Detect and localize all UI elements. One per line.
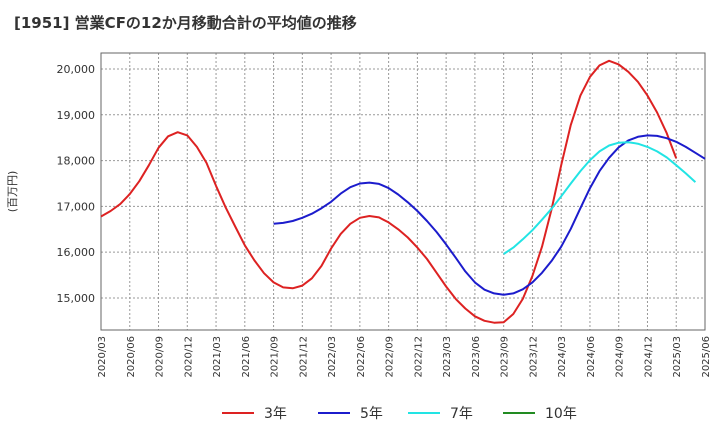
x-tick-label: 2021/12 [298, 336, 309, 378]
x-tick-label: 2020/12 [183, 336, 194, 378]
y-axis: 15,000 16,000 17,000 18,000 19,000 20,000 [57, 63, 96, 305]
x-tick-label: 2024/06 [586, 336, 597, 378]
legend-label: 3年 [264, 406, 287, 422]
chart-title: [1951] 営業CFの12か月移動合計の平均値の推移 [14, 14, 357, 32]
x-axis: 2020/03 2020/06 2020/09 2020/12 2021/03 2021/… [97, 336, 712, 378]
y-tick-label: 15,000 [57, 292, 96, 305]
legend-label: 10年 [545, 406, 577, 422]
x-tick-label: 2023/12 [528, 336, 539, 378]
series-line-2 [503, 141, 697, 255]
x-tick-label: 2022/03 [327, 336, 338, 378]
x-tick-label: 2022/06 [356, 336, 367, 378]
series-layer [100, 59, 706, 324]
y-tick-label: 20,000 [57, 63, 96, 76]
series-line-1 [273, 134, 706, 296]
grid [100, 53, 706, 330]
y-axis-label: (百万円) [6, 171, 19, 213]
x-tick-label: 2025/03 [672, 336, 683, 378]
x-tick-label: 2024/12 [643, 336, 654, 378]
x-tick-label: 2023/03 [442, 336, 453, 378]
x-tick-label: 2021/06 [241, 336, 252, 378]
legend-label: 5年 [360, 406, 383, 422]
y-tick-label: 17,000 [57, 200, 96, 213]
x-tick-label: 2022/12 [413, 336, 424, 378]
x-tick-label: 2022/09 [385, 336, 396, 378]
legend-label: 7年 [450, 406, 473, 422]
x-tick-label: 2023/09 [500, 336, 511, 378]
plot-frame [100, 52, 706, 331]
x-tick-label: 2025/06 [701, 336, 712, 378]
x-tick-label: 2020/06 [126, 336, 137, 378]
x-tick-label: 2020/03 [97, 336, 108, 378]
legend: 3年 5年 7年 10年 [222, 406, 577, 422]
y-tick-label: 16,000 [57, 246, 96, 259]
y-tick-label: 19,000 [57, 109, 96, 122]
x-tick-label: 2024/03 [557, 336, 568, 378]
y-tick-label: 18,000 [57, 155, 96, 168]
x-tick-label: 2021/09 [270, 336, 281, 378]
x-tick-label: 2020/09 [155, 336, 166, 378]
x-tick-label: 2021/03 [212, 336, 223, 378]
series-line-0 [100, 59, 678, 324]
x-tick-label: 2023/06 [471, 336, 482, 378]
x-tick-label: 2024/09 [615, 336, 626, 378]
